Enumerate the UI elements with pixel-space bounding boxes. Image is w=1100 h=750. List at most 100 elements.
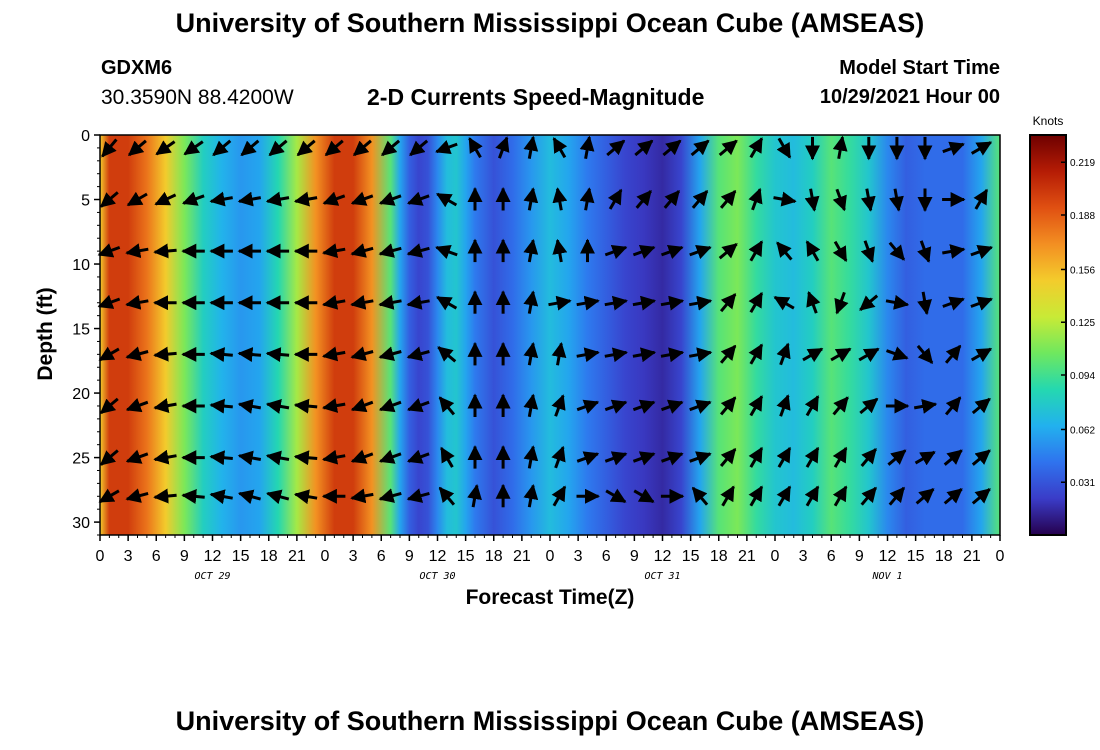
current-vector-arrow: [885, 346, 909, 361]
current-vector-arrow: [97, 243, 121, 258]
current-vector-arrow: [523, 187, 539, 211]
colorbar: 0.219 0.188 0.156 0.125 0.094 0.062 0.031: [1029, 134, 1095, 536]
current-vector-arrow: [970, 347, 993, 363]
current-vector-arrow: [632, 295, 657, 311]
current-vector-arrow: [834, 291, 849, 315]
current-vector-arrow: [523, 290, 539, 314]
current-vector-arrow: [748, 137, 764, 159]
colorbar-tick-label: 0.125: [1070, 318, 1095, 329]
current-vector-arrow: [406, 243, 430, 258]
current-vector-arrow: [125, 398, 149, 413]
current-vector-arrow: [970, 296, 994, 311]
current-vector-arrow: [438, 486, 456, 506]
current-vector-arrow: [691, 189, 709, 209]
model-start-label: Model Start Time: [839, 57, 1000, 79]
current-vector-arrow: [350, 398, 374, 413]
current-vector-arrow: [378, 398, 402, 413]
x-tick-label: 3: [349, 548, 358, 565]
current-vector-arrow: [802, 347, 824, 363]
current-vector-arrow: [406, 294, 430, 310]
current-vector-arrow: [153, 488, 177, 504]
current-vector-arrow: [660, 451, 684, 466]
current-vector-arrow: [719, 293, 737, 313]
x-tick-label: 6: [377, 548, 386, 565]
x-tick-label: 0: [771, 548, 780, 565]
current-vector-arrow: [662, 139, 682, 157]
current-vector-arrow: [126, 191, 148, 207]
current-vector-arrow: [859, 294, 879, 311]
current-vector-arrow: [523, 342, 539, 366]
current-vector-arrow: [660, 347, 685, 363]
current-vector-arrow: [548, 295, 572, 311]
x-tick-label: 9: [630, 548, 639, 565]
current-vector-arrow: [804, 188, 820, 212]
current-vector-arrow: [265, 399, 290, 414]
current-vector-arrow: [719, 344, 737, 364]
current-vector-arrow: [435, 140, 458, 155]
current-vector-arrow: [916, 344, 934, 364]
current-vector-arrow: [719, 189, 737, 209]
current-vector-arrow: [153, 398, 177, 413]
current-vector-arrow: [718, 242, 738, 260]
current-vector-arrow: [125, 449, 149, 464]
x-tick-label: 0: [321, 548, 330, 565]
current-vector-arrow: [296, 139, 316, 157]
current-vector-arrow: [718, 139, 738, 157]
current-vector-arrow: [689, 244, 712, 260]
current-vector-arrow: [409, 139, 429, 157]
current-vector-arrow: [209, 191, 233, 207]
model-start-value: 10/29/2021 Hour 00: [819, 86, 1000, 108]
current-vector-arrow: [579, 135, 595, 159]
current-vector-arrow: [350, 488, 374, 504]
current-vector-arrow: [212, 139, 232, 157]
y-tick-label: 10: [72, 257, 90, 274]
current-vector-arrow: [776, 446, 792, 468]
plot-title: 2-D Currents Speed-Magnitude: [367, 84, 705, 110]
current-vector-arrow: [209, 450, 233, 466]
colorbar-tick-label: 0.219: [1070, 158, 1095, 169]
current-vector-arrow: [350, 191, 374, 206]
current-vector-arrow: [748, 395, 764, 417]
colorbar-tick-label: 0.062: [1070, 425, 1095, 436]
current-vector-arrow: [322, 398, 346, 413]
current-vector-arrow: [971, 488, 991, 505]
current-vector-arrow: [944, 396, 962, 416]
current-vector-arrow: [719, 448, 737, 467]
current-vector-arrow: [689, 451, 712, 466]
colorbar-tick-label: 0.188: [1070, 211, 1095, 222]
current-vector-arrow: [265, 450, 290, 466]
current-vector-arrow: [576, 295, 600, 311]
current-vector-arrow: [889, 188, 904, 212]
current-vector-arrow: [970, 244, 994, 260]
current-vector-arrow: [915, 488, 935, 505]
date-label: OCT 29: [194, 571, 230, 582]
current-vector-arrow: [183, 140, 204, 156]
current-vector-arrow: [437, 346, 457, 363]
y-axis-label: Depth (ft): [34, 287, 57, 380]
current-vector-arrow: [406, 488, 430, 503]
current-vector-arrow: [350, 243, 374, 258]
current-vector-arrow: [860, 240, 875, 263]
current-vector-arrow: [438, 396, 456, 416]
x-tick-label: 12: [879, 548, 897, 565]
current-vector-arrow: [467, 484, 482, 508]
current-vector-arrow: [888, 486, 906, 506]
current-vector-arrow: [859, 397, 879, 415]
current-vector-arrow: [606, 139, 626, 157]
current-vector-arrow: [804, 485, 820, 507]
current-vector-arrow: [352, 139, 372, 157]
current-vector-arrow: [748, 240, 764, 262]
current-vector-arrow: [322, 243, 346, 259]
current-vector-arrow: [832, 485, 848, 507]
date-label: OCT 31: [644, 571, 680, 582]
current-vector-arrow: [99, 191, 119, 208]
x-tick-label: 18: [485, 548, 503, 565]
current-vector-arrow: [440, 446, 455, 468]
current-vector-arrow: [181, 488, 205, 504]
current-vector-arrow: [322, 294, 346, 310]
current-vector-arrow: [237, 347, 262, 363]
current-vector-arrow: [634, 139, 654, 157]
current-vector-arrow: [381, 139, 401, 157]
